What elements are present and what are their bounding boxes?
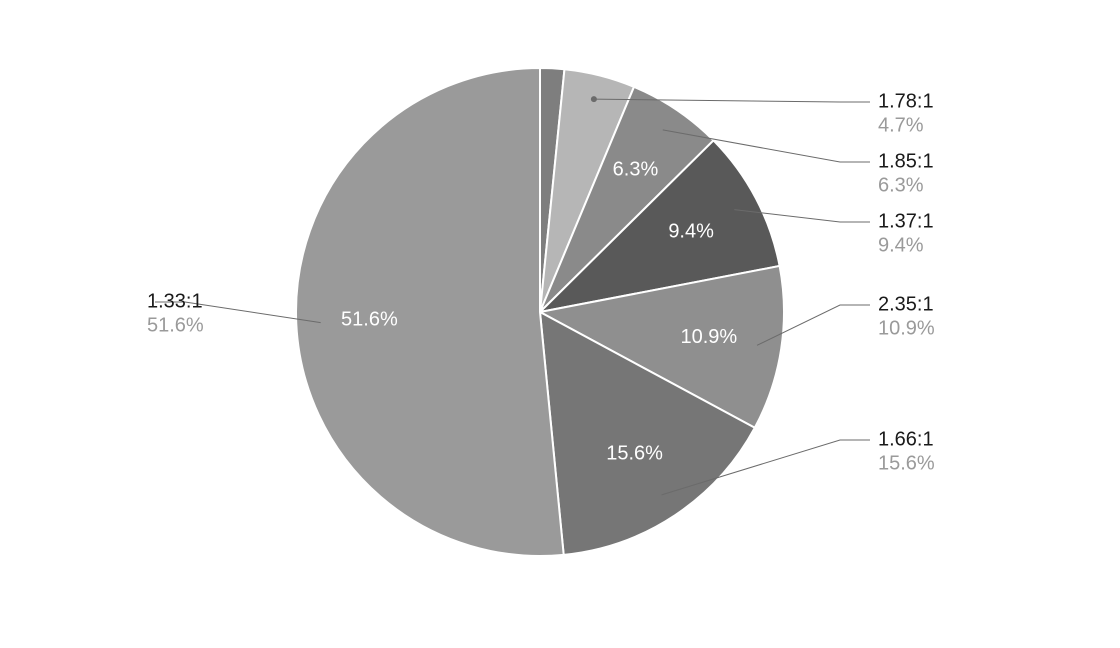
leader-label-name: 1.37:1 (878, 210, 934, 232)
leader-label-percent: 9.4% (878, 234, 924, 256)
leader-label-percent: 4.7% (878, 114, 924, 136)
pie-slice (296, 68, 564, 556)
leader-label-name: 2.35:1 (878, 293, 934, 315)
pie-slice-percent-label: 9.4% (668, 221, 714, 243)
leader-dot (591, 96, 597, 102)
pie-slice-percent-label: 51.6% (341, 309, 398, 331)
pie-slice-percent-label: 6.3% (613, 159, 659, 181)
leader-label-percent: 51.6% (147, 314, 204, 336)
pie-slice-percent-label: 10.9% (680, 326, 737, 348)
leader-label-name: 1.78:1 (878, 90, 934, 112)
leader-label-percent: 15.6% (878, 452, 935, 474)
leader-label-name: 1.85:1 (878, 150, 934, 172)
pie-slice-percent-label: 15.6% (606, 443, 663, 465)
leader-label-name: 1.66:1 (878, 428, 934, 450)
leader-label-percent: 6.3% (878, 174, 924, 196)
pie-chart: 1.78:14.7%1.85:16.3%1.37:19.4%2.35:110.9… (0, 0, 1120, 648)
leader-label-name: 1.33:1 (147, 290, 203, 312)
leader-label-percent: 10.9% (878, 317, 935, 339)
